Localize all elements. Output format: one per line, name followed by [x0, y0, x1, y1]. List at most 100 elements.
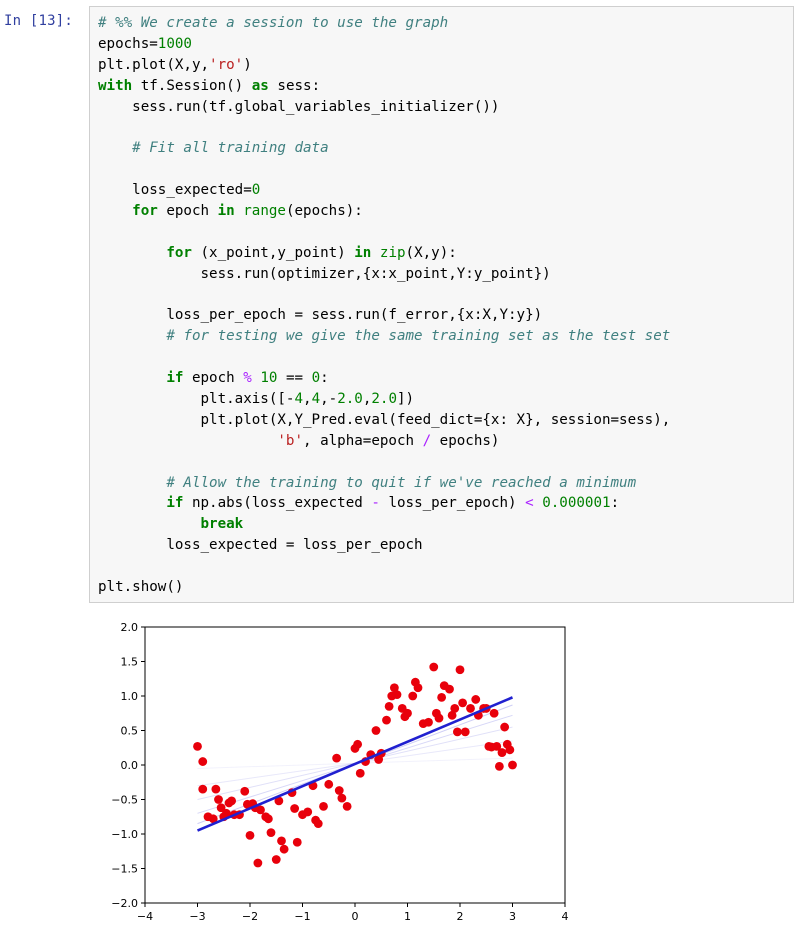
- x-tick-label: −3: [189, 910, 205, 923]
- code-token: 0: [311, 370, 321, 387]
- code-token: plt.plot(X,y,: [98, 56, 210, 73]
- data-point: [437, 692, 447, 702]
- data-point: [371, 726, 381, 735]
- data-point: [214, 795, 223, 804]
- code-line: [98, 452, 670, 473]
- data-point: [227, 796, 237, 806]
- data-point: [450, 704, 460, 713]
- y-tick-label: 2.0: [121, 621, 139, 634]
- x-tick-label: −2: [242, 910, 258, 923]
- code-line: if np.abs(loss_expected - loss_per_epoch…: [98, 493, 670, 514]
- data-point: [253, 858, 263, 868]
- data-point: [452, 727, 462, 737]
- code-token: if: [166, 495, 184, 512]
- code-token: 0.000001: [542, 495, 611, 512]
- code-token: <: [525, 495, 534, 512]
- code-token: np.abs(loss_expected: [183, 495, 372, 512]
- data-point: [342, 802, 352, 811]
- data-point: [458, 698, 468, 708]
- data-point: [460, 727, 470, 737]
- data-point: [271, 855, 281, 864]
- code-token: in: [354, 244, 372, 261]
- code-token: loss_expected=: [98, 182, 252, 199]
- code-token: [98, 370, 166, 386]
- code-line: plt.plot(X,y,'ro'): [98, 55, 670, 76]
- code-token: ,-: [320, 391, 338, 408]
- code-line: [98, 159, 670, 180]
- code-token: ==: [277, 370, 312, 387]
- code-token: :: [610, 495, 620, 512]
- scatter-plot: −4 −3 −2 −1 0 1 2 3 4 2.0 1.5 1.0 0.5 0.0 −0.5 −1.0 −1.5…: [111, 621, 569, 923]
- code-token: # for testing we give the same training …: [166, 328, 671, 345]
- x-tick-label: 2: [457, 910, 464, 923]
- code-token: ,: [362, 391, 372, 408]
- x-tick-label: 4: [562, 910, 569, 923]
- x-tick-label: −4: [137, 910, 153, 923]
- code-editor[interactable]: # %% We create a session to use the grap…: [98, 13, 670, 598]
- data-point: [266, 828, 276, 838]
- code-token: [371, 245, 380, 261]
- code-token: 'b': [277, 432, 303, 449]
- data-point: [290, 804, 300, 813]
- code-token: , alpha=epoch: [303, 432, 423, 449]
- data-point: [434, 713, 444, 723]
- data-point: [497, 748, 507, 757]
- code-token: [235, 203, 244, 219]
- y-tick-label: 0.0: [121, 759, 139, 772]
- code-line: plt.axis([-4,4,-2.0,2.0]): [98, 389, 670, 410]
- code-token: ): [243, 56, 252, 73]
- code-token: plt.axis([-: [98, 391, 295, 408]
- data-point: [208, 814, 218, 824]
- code-line: # %% We create a session to use the grap…: [98, 13, 670, 34]
- code-token: [98, 495, 166, 511]
- code-line: sess.run(tf.global_variables_initializer…: [98, 97, 670, 118]
- cell-output: −4 −3 −2 −1 0 1 2 3 4 2.0 1.5 1.0 0.5 0.0 −0.5 −1.0 −1.5…: [95, 612, 585, 933]
- data-point: [245, 830, 255, 840]
- code-token: [98, 433, 277, 449]
- data-point: [279, 844, 289, 854]
- code-token: epoch: [183, 370, 244, 387]
- code-line: [98, 117, 670, 138]
- code-token: 2.0: [371, 391, 397, 408]
- y-tick-label: −1.0: [111, 828, 138, 841]
- data-point: [505, 745, 515, 755]
- data-point: [492, 741, 502, 751]
- cell-prompt: In [13]:: [4, 13, 74, 29]
- code-line: for (x_point,y_point) in zip(X,y):: [98, 243, 670, 264]
- code-token: ]): [397, 391, 415, 408]
- data-point: [355, 768, 365, 778]
- code-token: [98, 328, 166, 344]
- data-point: [263, 814, 273, 824]
- code-token: if: [166, 370, 184, 387]
- code-token: 10: [260, 370, 278, 387]
- data-point: [353, 739, 363, 749]
- code-token: [98, 245, 166, 261]
- y-tick-label: 0.5: [121, 725, 139, 738]
- code-token: plt.show(): [98, 579, 184, 596]
- code-line: loss_per_epoch = sess.run(f_error,{x:X,Y…: [98, 305, 670, 326]
- data-point: [403, 708, 412, 718]
- code-token: -: [371, 495, 380, 512]
- data-point: [313, 819, 323, 829]
- code-token: loss_per_epoch = sess.run(f_error,{x:X,Y…: [98, 307, 543, 324]
- data-point: [256, 805, 265, 815]
- code-token: sess:: [268, 77, 321, 94]
- data-point: [337, 793, 347, 803]
- code-token: # Fit all training data: [132, 140, 329, 157]
- code-cell[interactable]: # %% We create a session to use the grap…: [89, 6, 794, 603]
- code-token: (X,y):: [405, 244, 457, 261]
- code-token: epochs): [431, 432, 500, 449]
- data-point: [384, 701, 394, 711]
- data-point: [413, 683, 423, 693]
- code-token: (x_point,y_point): [191, 244, 355, 261]
- code-token: loss_expected = loss_per_epoch: [98, 537, 423, 554]
- x-tick-label: 0: [352, 910, 359, 923]
- data-point: [274, 796, 284, 806]
- code-token: tf.Session(): [132, 77, 252, 94]
- code-token: [98, 516, 201, 532]
- code-token: /: [422, 432, 432, 449]
- code-line: loss_expected = loss_per_epoch: [98, 535, 670, 556]
- code-line: [98, 285, 670, 306]
- y-tick-label: −1.5: [111, 863, 138, 876]
- code-token: epoch: [157, 203, 218, 220]
